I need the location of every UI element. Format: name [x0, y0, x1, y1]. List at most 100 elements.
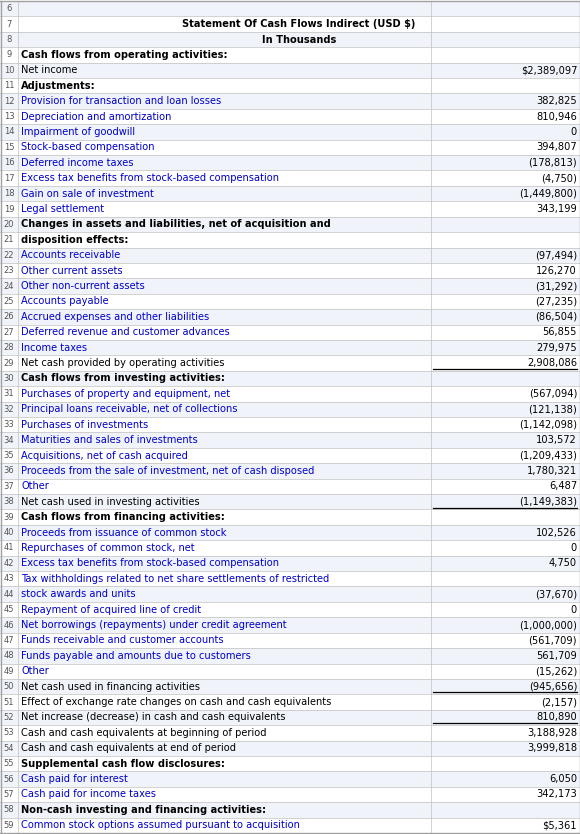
Text: 40: 40 [3, 528, 15, 537]
Bar [0, 186, 580, 201]
Text: Cash paid for interest: Cash paid for interest [21, 774, 128, 784]
Text: Net cash used in investing activities: Net cash used in investing activities [21, 497, 200, 507]
Text: Statement Of Cash Flows Indirect (USD $): Statement Of Cash Flows Indirect (USD $) [182, 19, 416, 29]
Text: 12: 12 [3, 97, 15, 106]
Text: Non-cash investing and financing activities:: Non-cash investing and financing activit… [21, 805, 266, 815]
Text: 0: 0 [571, 127, 577, 137]
Text: Purchases of investments: Purchases of investments [21, 420, 148, 430]
Text: 51: 51 [3, 697, 15, 706]
Text: 54: 54 [3, 744, 15, 753]
Text: 32: 32 [3, 404, 15, 414]
Text: 43: 43 [3, 575, 15, 583]
Text: Accrued expenses and other liabilities: Accrued expenses and other liabilities [21, 312, 209, 322]
Text: Excess tax benefits from stock-based compensation: Excess tax benefits from stock-based com… [21, 559, 279, 568]
Text: 4,750: 4,750 [549, 559, 577, 568]
Text: 50: 50 [3, 682, 15, 691]
Bar [0, 494, 580, 510]
Bar [0, 324, 580, 340]
Text: Legal settlement: Legal settlement [21, 204, 104, 214]
Text: 19: 19 [3, 204, 15, 214]
Bar [0, 786, 580, 802]
Bar [0, 170, 580, 186]
Text: 24: 24 [3, 282, 15, 290]
Text: Repayment of acquired line of credit: Repayment of acquired line of credit [21, 605, 201, 615]
Bar [0, 386, 580, 402]
Text: 14: 14 [3, 128, 15, 137]
Text: 561,709: 561,709 [536, 651, 577, 661]
Text: 23: 23 [3, 266, 15, 275]
Text: Accounts payable: Accounts payable [21, 296, 108, 306]
Text: Net cash provided by operating activities: Net cash provided by operating activitie… [21, 358, 224, 368]
Text: (1,000,000): (1,000,000) [519, 620, 577, 630]
Text: Other non-current assets: Other non-current assets [21, 281, 145, 291]
Text: 49: 49 [3, 666, 15, 676]
Text: Other current assets: Other current assets [21, 266, 122, 275]
Bar [0, 201, 580, 217]
Text: Other: Other [21, 666, 49, 676]
Bar [0, 432, 580, 448]
Text: Income taxes: Income taxes [21, 343, 87, 353]
Text: Impairment of goodwill: Impairment of goodwill [21, 127, 135, 137]
Bar [0, 695, 580, 710]
Bar [0, 417, 580, 432]
Text: 1,780,321: 1,780,321 [527, 466, 577, 476]
Text: Other: Other [21, 481, 49, 491]
Text: (27,235): (27,235) [535, 296, 577, 306]
Text: 53: 53 [3, 728, 15, 737]
Text: Provision for transaction and loan losses: Provision for transaction and loan losse… [21, 96, 221, 106]
Text: 27: 27 [3, 328, 15, 337]
Bar [0, 525, 580, 540]
Text: Deferred revenue and customer advances: Deferred revenue and customer advances [21, 327, 230, 337]
Text: 6,050: 6,050 [549, 774, 577, 784]
Text: Purchases of property and equipment, net: Purchases of property and equipment, net [21, 389, 230, 399]
Text: 0: 0 [571, 605, 577, 615]
Text: 25: 25 [3, 297, 15, 306]
Bar [0, 602, 580, 617]
Text: 18: 18 [3, 189, 15, 198]
Bar [0, 1, 580, 17]
Text: 55: 55 [3, 759, 15, 768]
Text: Cash flows from financing activities:: Cash flows from financing activities: [21, 512, 225, 522]
Text: 26: 26 [3, 313, 15, 321]
Text: 279,975: 279,975 [536, 343, 577, 353]
Bar [0, 802, 580, 817]
Bar [0, 294, 580, 309]
Text: (97,494): (97,494) [535, 250, 577, 260]
Text: 59: 59 [3, 821, 15, 830]
Text: 342,173: 342,173 [536, 790, 577, 800]
Text: Stock-based compensation: Stock-based compensation [21, 143, 154, 153]
Text: stock awards and units: stock awards and units [21, 589, 136, 599]
Text: 48: 48 [3, 651, 15, 661]
Bar [0, 232, 580, 248]
Bar [0, 540, 580, 555]
Bar [0, 371, 580, 386]
Text: (1,209,433): (1,209,433) [519, 450, 577, 460]
Bar [0, 309, 580, 324]
Bar [0, 248, 580, 263]
Text: Funds receivable and customer accounts: Funds receivable and customer accounts [21, 636, 224, 646]
Bar [0, 279, 580, 294]
Text: (4,750): (4,750) [541, 173, 577, 183]
Text: 46: 46 [3, 620, 15, 630]
Text: Deferred income taxes: Deferred income taxes [21, 158, 133, 168]
Bar [0, 139, 580, 155]
Text: Net income: Net income [21, 65, 77, 75]
Text: (1,449,800): (1,449,800) [519, 188, 577, 198]
Text: (86,504): (86,504) [535, 312, 577, 322]
Bar [0, 78, 580, 93]
Bar [0, 402, 580, 417]
Text: (31,292): (31,292) [535, 281, 577, 291]
Bar [0, 571, 580, 586]
Text: 57: 57 [3, 790, 15, 799]
Text: 30: 30 [3, 374, 15, 383]
Bar [0, 355, 580, 371]
Text: Funds payable and amounts due to customers: Funds payable and amounts due to custome… [21, 651, 251, 661]
Bar [0, 340, 580, 355]
Text: 3,999,818: 3,999,818 [527, 743, 577, 753]
Text: Adjustments:: Adjustments: [21, 81, 96, 91]
Text: 21: 21 [3, 235, 15, 244]
Text: Cash and cash equivalents at end of period: Cash and cash equivalents at end of peri… [21, 743, 236, 753]
Bar [0, 510, 580, 525]
Text: 126,270: 126,270 [536, 266, 577, 275]
Text: 41: 41 [3, 544, 15, 552]
